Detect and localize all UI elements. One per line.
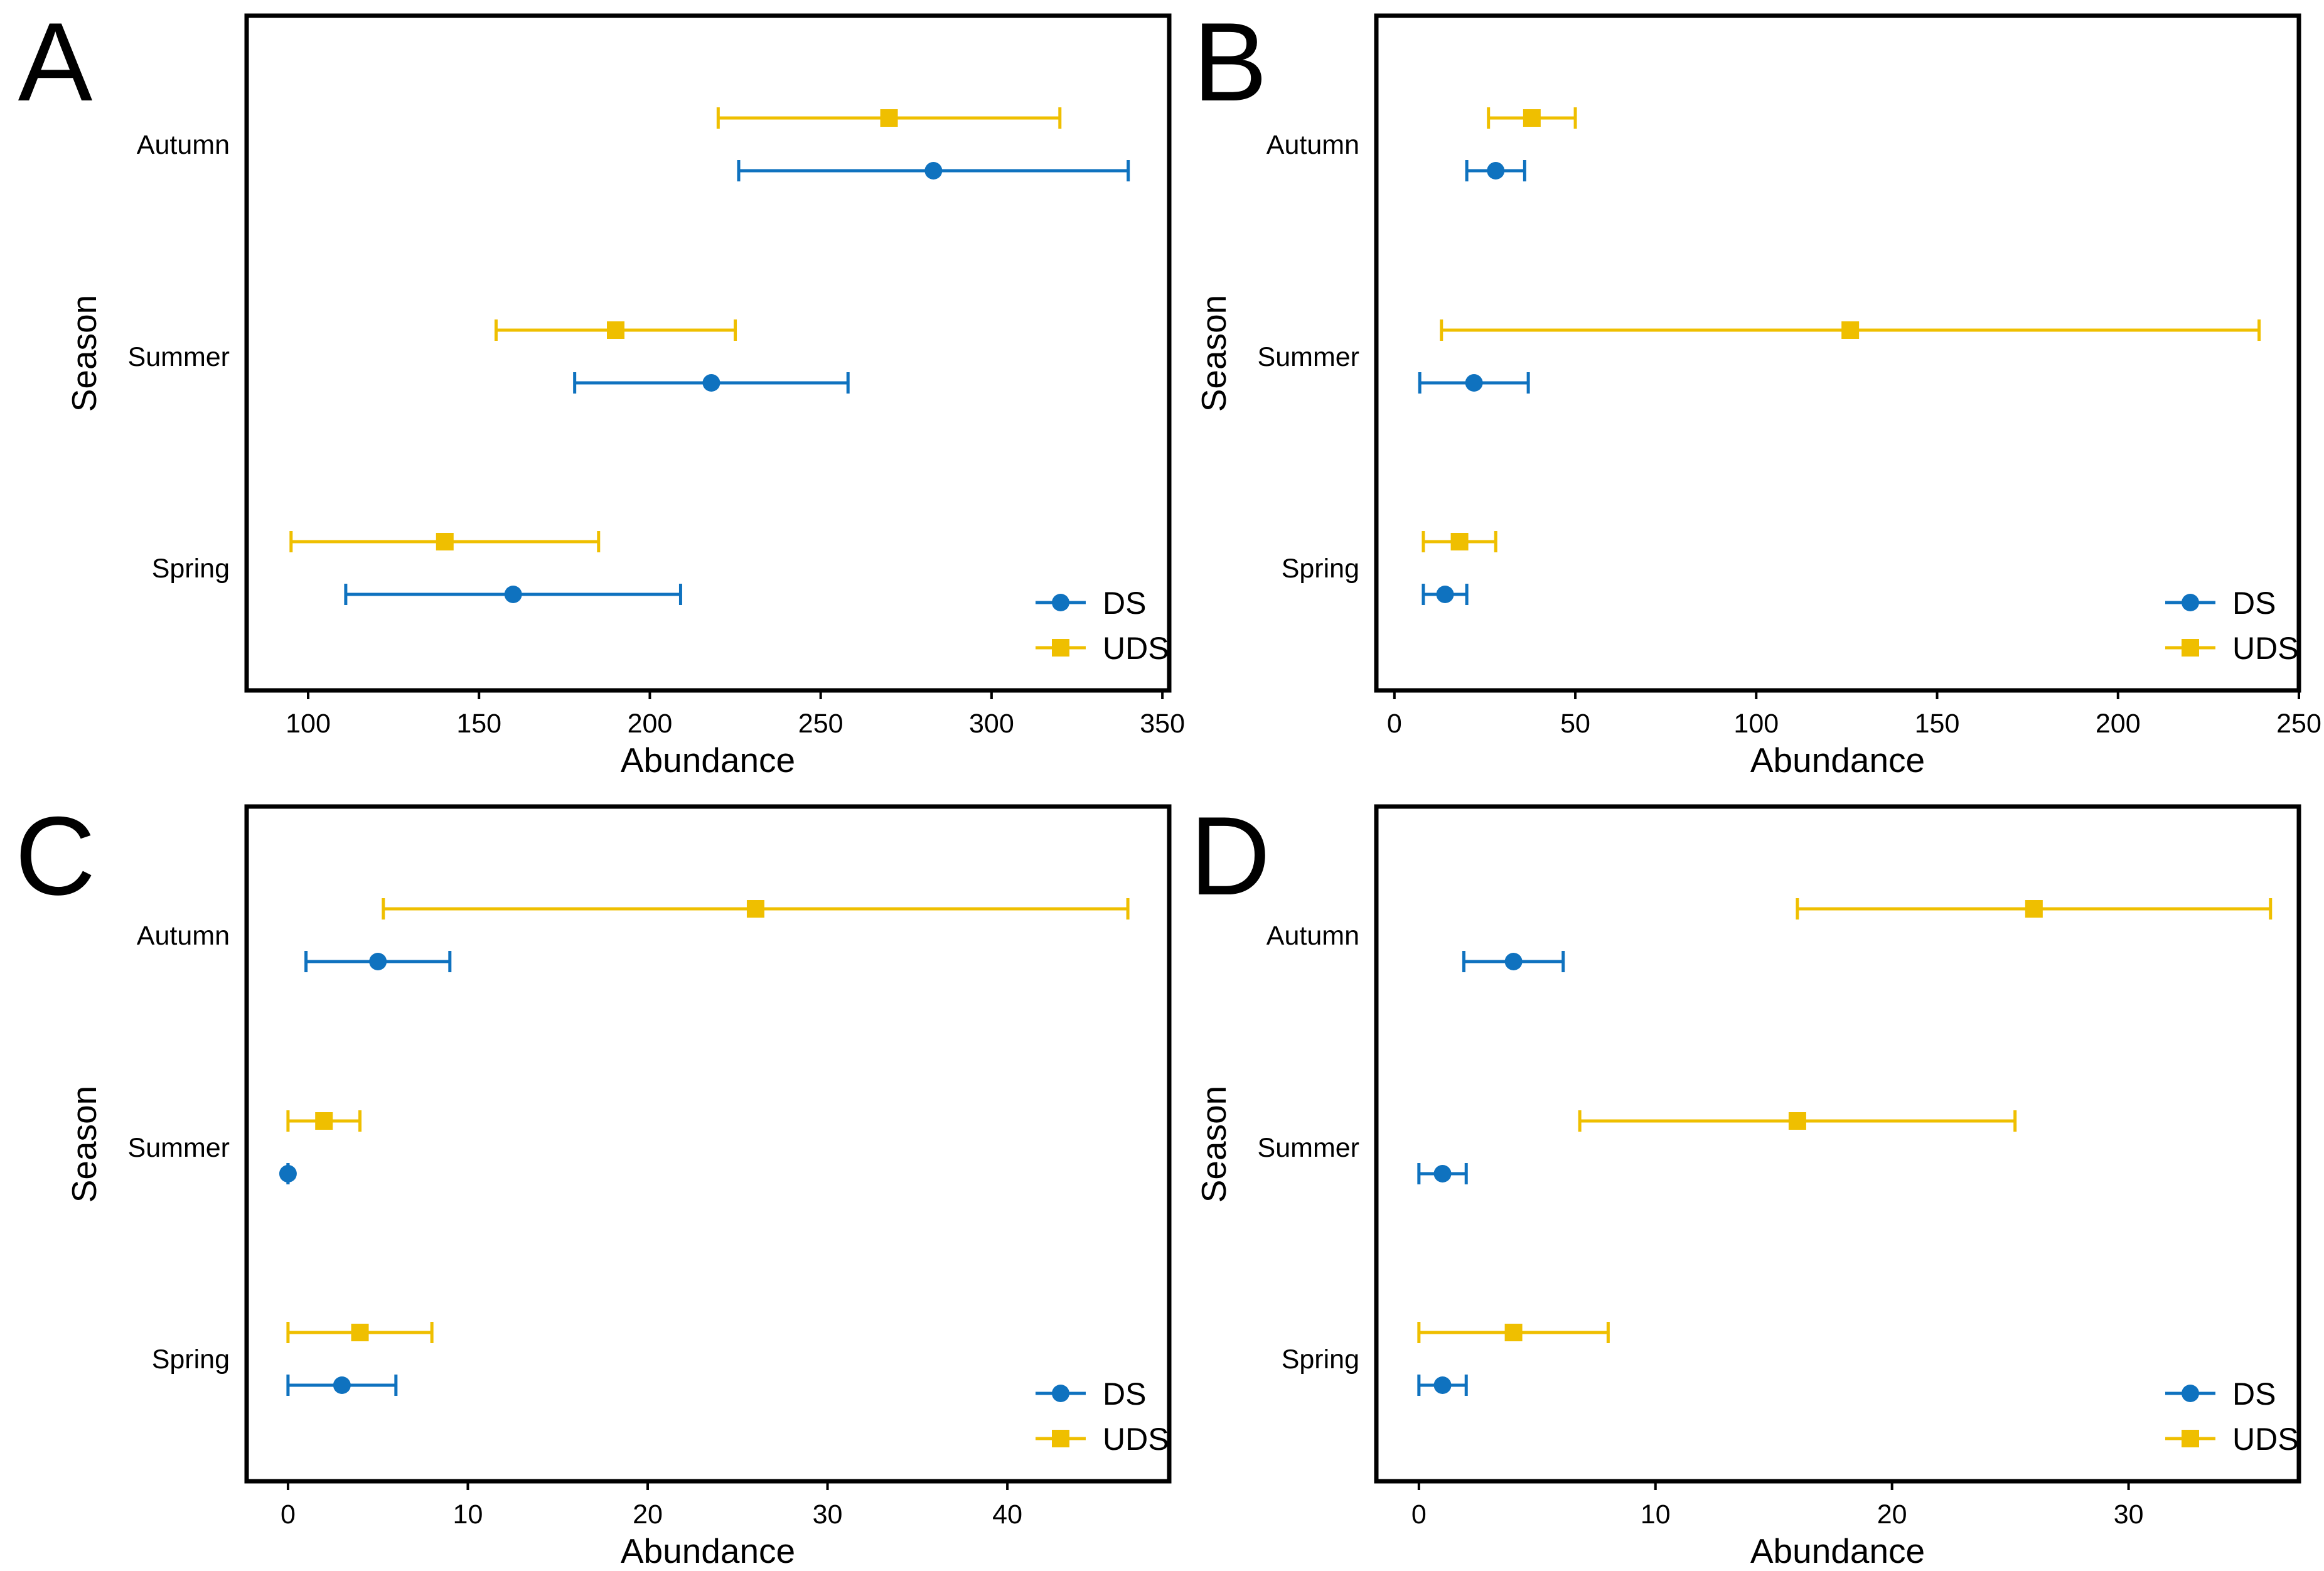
x-tick-label: 150 [456,709,501,739]
x-tick-label: 30 [2114,1499,2144,1530]
panel-label: D [1190,793,1271,918]
y-category-label: Summer [1258,1133,1359,1163]
y-category-label: Autumn [1266,921,1359,951]
point-ds-autumn [924,162,943,180]
point-ds-autumn [369,953,387,970]
y-category-label: Spring [1282,1344,1359,1375]
legend-label-ds: DS [1103,1376,1146,1412]
panel-label: C [15,793,96,918]
x-tick-label: 50 [1560,709,1590,739]
x-tick-label: 0 [1387,709,1402,739]
y-category-label: Summer [128,342,230,372]
x-tick-label: 100 [1733,709,1779,739]
point-uds-spring [351,1324,369,1341]
panel-b: B 0 50 100 150 200 250 Abundance Season Autumn Sum… [1193,0,2321,780]
panel-label: A [18,0,93,124]
panel-c: C 0 10 20 30 40 Abundance Season Autumn Summer Spr… [15,793,1172,1570]
point-ds-spring [1436,586,1454,603]
y-category-label: Summer [128,1133,230,1163]
point-uds-summer [1788,1112,1806,1130]
point-ds-autumn [1504,953,1523,970]
panel-d: D 0 10 20 30 Abundance Season Autumn Summer Sprin… [1190,793,2301,1570]
point-ds-spring [504,586,522,603]
x-tick-label: 10 [1641,1499,1671,1530]
point-uds-autumn [880,109,898,127]
x-tick-label: 100 [286,709,331,739]
legend-label-uds: UDS [2232,1422,2299,1457]
y-category-label: Autumn [137,921,230,951]
point-uds-spring [1450,533,1469,550]
legend-marker-ds [1052,594,1069,611]
point-uds-autumn [2025,900,2043,918]
point-uds-spring [1504,1324,1523,1341]
point-ds-summer [1465,374,1483,392]
y-category-label: Spring [152,554,230,584]
x-tick-label: 150 [1915,709,1960,739]
legend-marker-ds [2182,1385,2199,1402]
x-tick-label: 40 [992,1499,1022,1530]
point-ds-spring [1433,1376,1452,1394]
x-axis-title: Abundance [1750,1531,1925,1570]
x-tick-label: 20 [633,1499,663,1530]
y-category-label: Spring [152,1344,230,1375]
legend-label-ds: DS [1103,586,1146,621]
point-uds-summer [1841,321,1860,339]
x-tick-label: 250 [2276,709,2321,739]
x-tick-label: 200 [628,709,673,739]
legend-marker-uds [1052,639,1069,657]
y-category-label: Spring [1282,554,1359,584]
x-tick-label: 0 [281,1499,296,1530]
y-category-label: Summer [1258,342,1359,372]
point-uds-autumn [746,900,764,918]
legend-label-ds: DS [2232,586,2276,621]
plot-frame [1374,13,2301,693]
x-tick-label: 250 [798,709,843,739]
point-ds-summer [1433,1165,1452,1182]
point-ds-spring [333,1376,351,1394]
legend-marker-ds [1052,1385,1069,1402]
legend-marker-uds [2182,639,2199,657]
plot-frame [1374,804,2301,1484]
x-axis-title: Abundance [1750,741,1925,780]
legend-label-uds: UDS [1103,1422,1169,1457]
point-ds-summer [279,1165,297,1182]
y-category-label: Autumn [137,130,230,160]
point-uds-summer [315,1112,333,1130]
legend-marker-uds [2182,1430,2199,1447]
x-tick-label: 30 [813,1499,843,1530]
y-category-label: Autumn [1266,130,1359,160]
panel-label: B [1193,0,1268,124]
x-tick-label: 10 [453,1499,483,1530]
legend-label-uds: UDS [2232,631,2299,666]
point-uds-summer [607,321,624,339]
plot-frame [244,804,1172,1484]
point-ds-autumn [1487,162,1505,180]
y-axis-title: Season [1194,1086,1233,1203]
x-tick-label: 350 [1140,709,1185,739]
point-ds-summer [702,374,720,392]
x-axis-title: Abundance [621,1531,795,1570]
x-axis-title: Abundance [621,741,795,780]
panel-a: A 100 150 200 250 300 350 Abundance Season Autumn… [18,0,1185,780]
x-tick-label: 300 [969,709,1014,739]
legend-marker-uds [1052,1430,1069,1447]
x-tick-label: 200 [2096,709,2141,739]
y-axis-title: Season [65,1086,104,1203]
point-uds-autumn [1523,109,1541,127]
y-axis-title: Season [1194,295,1233,412]
plot-frame [244,13,1172,693]
x-tick-label: 20 [1877,1499,1907,1530]
legend-label-ds: DS [2232,1376,2276,1412]
y-axis-title: Season [65,295,104,412]
legend-label-uds: UDS [1103,631,1169,666]
legend-marker-ds [2182,594,2199,611]
x-tick-label: 0 [1411,1499,1427,1530]
point-uds-spring [436,533,454,550]
